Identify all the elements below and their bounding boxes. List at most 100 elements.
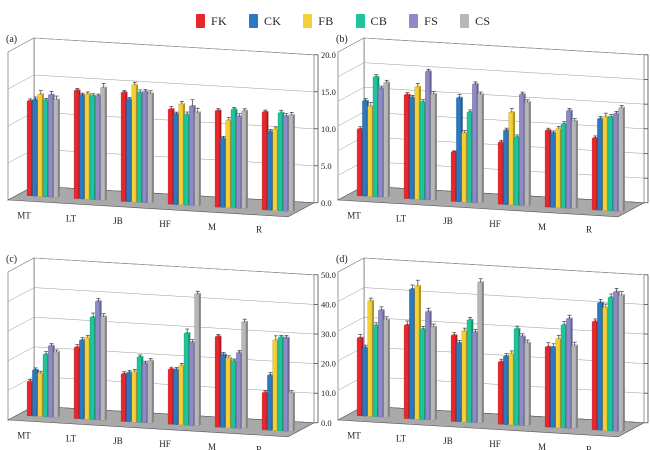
panel-b-bar-jb-fb[interactable] — [461, 130, 468, 203]
panel-d-bar-hf-cs[interactable] — [524, 339, 531, 427]
panel-a-bar-jb-fk[interactable] — [120, 90, 128, 202]
panel-b-bar-hf-cs[interactable] — [524, 99, 531, 207]
panel-b-bar-mt-cs[interactable] — [383, 79, 390, 198]
panel-d-bar-lt-cs[interactable] — [430, 323, 437, 421]
legend-item-fb[interactable]: FB — [303, 14, 333, 29]
panel-a-bar-lt-cs[interactable] — [100, 83, 107, 201]
panel-c-side-gridline-20-0 — [7, 346, 35, 362]
panel-d-xtick-r: R — [586, 445, 592, 450]
panel-c-bar-mt-cb-front — [42, 354, 48, 418]
panel-d-bar-r-fb-front — [602, 307, 608, 431]
panel-c-bar-jb-fk-front — [120, 373, 126, 422]
panel-c-bar-hf-cs[interactable] — [194, 290, 201, 427]
panel-a-bar-jb-cs[interactable] — [147, 90, 154, 204]
panel-a-bar-r-cs[interactable] — [288, 112, 295, 212]
panel-c-side-gridline-40-0 — [7, 287, 35, 302]
panel-c-bar-m-cs[interactable] — [241, 318, 248, 429]
panel-b-bar-r-cs[interactable] — [618, 105, 625, 212]
panel-d-bar-hf-cs-front — [524, 342, 530, 427]
panel-c-bar-lt-ck-front — [79, 340, 84, 420]
panel-d-bar-jb-cs[interactable] — [477, 278, 484, 424]
panel-a-xtick-jb: JB — [113, 216, 123, 226]
panel-a-bar-hf-fs-front — [189, 106, 194, 206]
panel-b-xtick-lt: LT — [396, 213, 407, 223]
panel-a-bar-m-cs-side — [245, 109, 248, 209]
panel-d-bar-m-fk-front — [544, 346, 550, 428]
panel-d-bar-lt-fb[interactable] — [414, 279, 421, 420]
panel-c-bar-m-ck[interactable] — [220, 352, 227, 428]
panel-a-bar-mt-cs[interactable] — [53, 95, 60, 198]
panel-d-xtick-m: M — [538, 442, 546, 450]
panel-c-bar-m-cb-front — [230, 361, 236, 429]
panel-c-bar-lt-cs[interactable] — [100, 313, 107, 421]
panel-c-bar-m-fs-front — [236, 352, 241, 429]
panel-c-bar-lt-cb-front — [89, 317, 95, 420]
panel-d-bar-jb-ck-front — [456, 343, 461, 423]
panel-c-bar-mt-cs[interactable] — [53, 349, 60, 418]
panel-a-bar-r-fk-front — [261, 111, 267, 211]
panel-b-bar-r-fs-front — [613, 113, 618, 212]
panel-c-ytick-10-0: 10.0 — [321, 388, 336, 398]
panel-a-bar-hf-ck-front — [173, 114, 178, 205]
panel-b-bar-m-cs[interactable] — [571, 118, 578, 209]
panel-b-bar-lt-cs-side — [434, 92, 437, 201]
panel-a-xtick-m: M — [208, 222, 216, 232]
panel-a-bar-m-cs-front — [241, 110, 247, 209]
panel-a-bar-r-cs-front — [288, 115, 294, 212]
panel-a-xtick-lt: LT — [66, 213, 77, 223]
panel-a-bar-lt-fs-front — [95, 96, 100, 201]
panel-a-bar-r-fb-front — [272, 128, 278, 211]
panel-a-bar-m-fb-front — [225, 120, 231, 209]
panel-d-bar-mt-cb-front — [372, 325, 378, 418]
panel-a-bar-hf-cb[interactable] — [183, 111, 191, 206]
panel-b-bar-hf-fb-front — [508, 112, 514, 206]
panel-d-bar-lt-cs-front — [430, 326, 436, 421]
panel-a-bar-hf-cs[interactable] — [194, 107, 201, 207]
panel-b-gridline-120-0 — [363, 37, 645, 56]
panel-c-bar-mt-fk-front — [26, 381, 32, 417]
legend-item-fs[interactable]: FS — [409, 14, 438, 29]
panel-a-bar-lt-cs-front — [100, 87, 106, 201]
panel-d-bar-mt-cs[interactable] — [383, 316, 390, 418]
panel-c-bar-jb-cs[interactable] — [147, 358, 154, 424]
panel-c-gridline-50-0 — [33, 257, 315, 276]
panel-c-bar-jb-fs-front — [142, 363, 147, 424]
panel-c-xtick-jb: JB — [113, 436, 123, 446]
panel-c-bar-r-fb-front — [272, 339, 278, 431]
panel-b-xtick-m: M — [538, 222, 546, 232]
panel-b-bar-lt-cs[interactable] — [430, 91, 437, 201]
panel-d-bar-mt-fs-front — [378, 310, 383, 418]
legend-item-fk[interactable]: FK — [196, 14, 227, 29]
panel-a-bar-mt-fb-front — [37, 94, 43, 197]
panel-d-xtick-lt: LT — [396, 433, 407, 443]
panel-d-bar-jb-cs-front — [477, 282, 483, 424]
panel-b-bar-mt-cs-front — [383, 82, 389, 198]
panel-b-bar-lt-fk-front — [403, 94, 409, 199]
panel-a-bar-mt-ck-front — [32, 99, 37, 197]
panel-d-bar-r-cs[interactable] — [618, 291, 625, 432]
panel-b-bar-m-fk-front — [544, 130, 550, 208]
panel-a-bar-mt-fk-front — [26, 100, 32, 197]
panel-c-bar-r-cs[interactable] — [288, 390, 295, 432]
panel-d-bar-hf-cb-front — [513, 328, 519, 426]
panel-d-bar-m-fs-front — [566, 318, 571, 429]
panel-d-bar-jb-cs-side — [481, 281, 484, 424]
panel-b-bar-lt-cs-front — [430, 93, 436, 201]
panel-b-xtick-mt: MT — [347, 211, 361, 221]
legend-item-ck[interactable]: CK — [248, 14, 281, 29]
panel-a-bar-jb-cs-side — [151, 92, 154, 204]
panel-c-bar-r-ck-front — [267, 375, 272, 431]
panel-a-bar-lt-ck-front — [79, 95, 84, 200]
panel-d-bar-hf-cs-side — [528, 341, 531, 427]
panel-d-bar-m-cs[interactable] — [571, 341, 578, 429]
panel-b-bar-lt-cb-front — [419, 101, 425, 200]
legend-item-cb[interactable]: CB — [355, 14, 388, 29]
panel-b-side-gridline-120-0 — [337, 37, 365, 53]
panel-b-bar-jb-fb-front — [461, 132, 467, 203]
panel-a-ytick-15-0: 15.0 — [321, 87, 336, 97]
panel-b-bar-r-fb-front — [602, 116, 608, 211]
panel-a-bar-m-cs[interactable] — [241, 108, 248, 209]
panel-c-bar-r-cb-front — [277, 337, 283, 432]
panel-b-bar-jb-cs[interactable] — [477, 91, 484, 204]
legend-item-cs[interactable]: CS — [460, 14, 490, 29]
